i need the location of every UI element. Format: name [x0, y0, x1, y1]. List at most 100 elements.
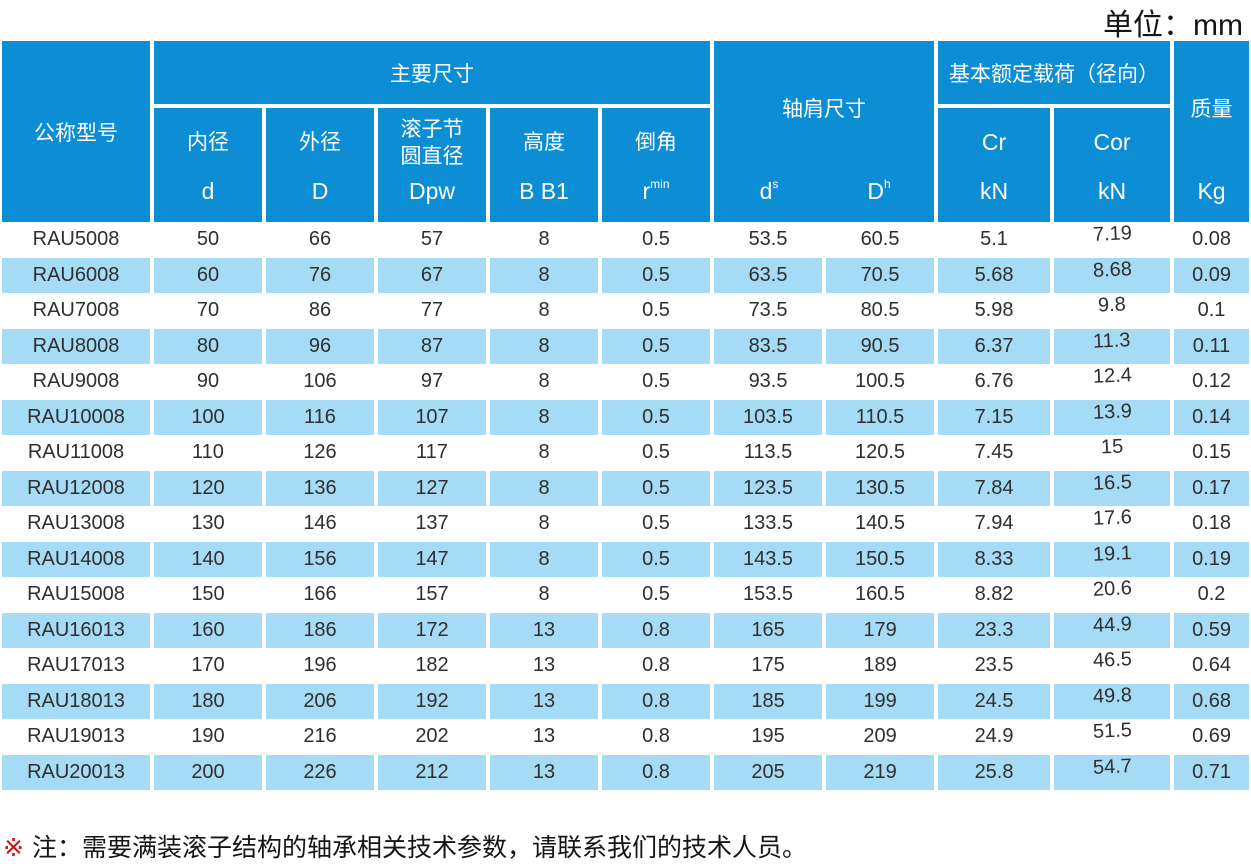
- cell-mass: 0.14: [1170, 399, 1250, 435]
- cell-value: 160.5: [855, 583, 906, 605]
- header-chamfer-symbol: r min: [602, 178, 710, 222]
- cell-r: 0.5: [598, 435, 711, 471]
- cell-value: 117: [416, 441, 448, 463]
- cell-value: 103.5: [743, 405, 794, 428]
- cell-value: 0.5: [642, 299, 670, 321]
- cell-value: 140: [191, 547, 225, 570]
- cell-value: 11.3: [1092, 328, 1132, 353]
- cell-model: RAU16013: [2, 612, 150, 648]
- cell-d: 170: [150, 648, 262, 684]
- cell-value: 8: [538, 512, 550, 534]
- cell-value: 0.19: [1192, 547, 1231, 570]
- cell-mass: 0.71: [1170, 754, 1250, 790]
- header-cr-label: Cr: [981, 129, 1007, 156]
- cell-value: 70: [196, 299, 220, 321]
- cell-value: 182: [415, 654, 449, 676]
- cell-cr: 23.3: [934, 612, 1051, 648]
- cell-r: 0.5: [598, 328, 711, 364]
- cell-value: 16.5: [1092, 470, 1132, 495]
- cell-value: 0.5: [642, 405, 670, 428]
- cell-value: 106: [303, 370, 337, 392]
- cell-value: 180: [191, 689, 225, 712]
- header-pitch-symbol: Dpw: [378, 178, 486, 222]
- header-outer-diameter: 外径 D: [262, 108, 374, 222]
- header-outer-label: 外径: [299, 131, 341, 155]
- cell-b: 8: [486, 435, 598, 471]
- cell-value: 156: [303, 547, 337, 570]
- cell-r: 0.5: [598, 541, 711, 577]
- cell-model: RAU7008: [2, 293, 150, 329]
- cell-cor: 11.3: [1050, 328, 1171, 364]
- cell-D: 196: [262, 648, 374, 684]
- cell-d: 200: [150, 754, 262, 790]
- cell-value: 130: [191, 512, 225, 534]
- cell-value: 83.5: [748, 334, 788, 357]
- cell-cr: 7.84: [934, 470, 1051, 506]
- cell-value: 0.14: [1192, 405, 1231, 428]
- cell-cor: 13.9: [1050, 399, 1171, 435]
- header-shoulder-label: 轴肩尺寸: [782, 97, 867, 121]
- cell-ds: 103.5: [710, 399, 823, 435]
- symbol-sub: h: [884, 177, 891, 191]
- cell-model: RAU5008: [2, 222, 150, 258]
- cell-value: 189: [863, 654, 897, 676]
- cell-value: 87: [420, 334, 444, 357]
- cell-mass: 0.69: [1170, 719, 1250, 755]
- cell-D: 156: [262, 541, 374, 577]
- cell-value: 0.5: [642, 441, 670, 463]
- cell-value: 25.8: [974, 760, 1014, 783]
- cell-cor: 51.5: [1050, 719, 1171, 755]
- cell-dh: 60.5: [822, 222, 935, 258]
- cell-D: 206: [262, 683, 374, 719]
- cell-value: 0.71: [1192, 760, 1231, 783]
- cell-ds: 185: [710, 683, 823, 719]
- cell-r: 0.8: [598, 683, 711, 719]
- table-row: RAU5008 50 66 57 8 0.5 53.5 60.5 5.1 7.19 0.08: [2, 222, 1250, 258]
- cell-value: 212: [415, 760, 449, 783]
- cell-value: 0.5: [642, 228, 670, 250]
- cell-model: RAU13008: [2, 506, 150, 542]
- cell-mass: 0.12: [1170, 364, 1250, 400]
- cell-value: RAU13008: [27, 512, 125, 534]
- cell-D: 146: [262, 506, 374, 542]
- cell-D: 216: [262, 719, 374, 755]
- cell-D: 86: [262, 293, 374, 329]
- cell-value: 7.19: [1092, 222, 1132, 246]
- cell-value: 157: [415, 583, 449, 605]
- cell-value: 8: [538, 370, 550, 392]
- cell-value: 172: [415, 618, 449, 641]
- cell-value: RAU12008: [27, 476, 125, 499]
- cell-value: 130.5: [855, 476, 906, 499]
- cell-value: 0.5: [642, 512, 670, 534]
- symbol-base: D: [311, 178, 329, 204]
- cell-value: 5.1: [980, 228, 1008, 250]
- cell-b: 13: [486, 612, 598, 648]
- cell-dpw: 202: [374, 719, 486, 755]
- cell-value: 76: [308, 263, 332, 286]
- header-bore: 内径 d: [150, 108, 262, 222]
- header-model: 公称型号: [2, 41, 150, 222]
- table-row: RAU6008 60 76 67 8 0.5 63.5 70.5 5.68 8.68 0.09: [2, 257, 1250, 293]
- cell-value: 97: [420, 370, 444, 392]
- header-chamfer-label: 倒角: [635, 131, 678, 155]
- header-mass-label: 质量: [1190, 97, 1233, 121]
- cell-value: 8: [538, 405, 550, 428]
- cell-value: 165: [751, 618, 785, 641]
- cell-dpw: 87: [374, 328, 486, 364]
- table-body: RAU5008 50 66 57 8 0.5 53.5 60.5 5.1 7.19 0.08 RAU6…: [2, 222, 1250, 790]
- cell-r: 0.5: [598, 257, 711, 293]
- cell-value: RAU16013: [27, 618, 125, 641]
- cell-value: 8: [538, 547, 550, 570]
- cell-dpw: 192: [374, 683, 486, 719]
- cell-cr: 7.45: [934, 435, 1051, 471]
- header-cor-label: Cor: [1093, 129, 1131, 156]
- cell-value: 13: [532, 618, 556, 641]
- unit-label: 单位：mm: [1103, 9, 1243, 42]
- cell-model: RAU6008: [2, 257, 150, 293]
- cell-mass: 0.17: [1170, 470, 1250, 506]
- cell-value: 7.94: [974, 512, 1014, 534]
- cell-value: 60.5: [860, 228, 900, 250]
- cell-cor: 7.19: [1050, 222, 1171, 258]
- cell-value: 13: [532, 689, 556, 712]
